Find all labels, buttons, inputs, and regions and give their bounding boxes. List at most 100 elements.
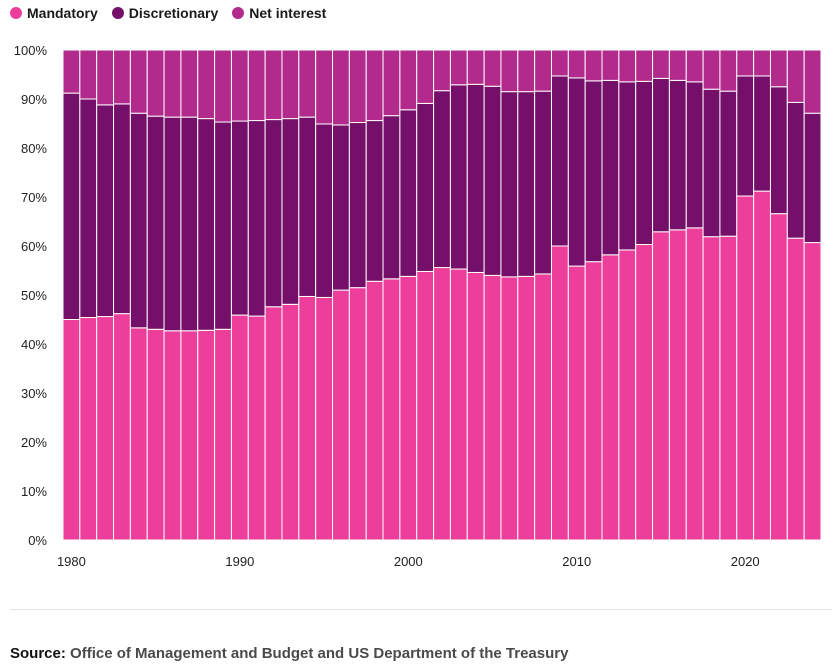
bar-discretionary-2009[interactable] <box>550 75 569 247</box>
bar-net-interest-2002[interactable] <box>433 49 451 92</box>
bar-net-interest-2022[interactable] <box>769 49 788 88</box>
bar-net-interest-1982[interactable] <box>96 49 115 106</box>
bar-mandatory-2018[interactable] <box>702 236 721 541</box>
bar-mandatory-2019[interactable] <box>719 235 738 541</box>
bar-mandatory-2014[interactable] <box>635 244 654 541</box>
bar-net-interest-1998[interactable] <box>365 49 384 122</box>
legend-item-mandatory[interactable]: Mandatory <box>10 5 98 21</box>
bar-net-interest-2004[interactable] <box>466 49 485 85</box>
bar-net-interest-1999[interactable] <box>382 49 401 117</box>
bar-net-interest-1996[interactable] <box>332 49 350 126</box>
bar-net-interest-2001[interactable] <box>416 49 435 104</box>
bar-discretionary-2012[interactable] <box>601 79 620 256</box>
bar-net-interest-2015[interactable] <box>652 49 670 79</box>
bar-net-interest-1985[interactable] <box>146 49 165 117</box>
bar-net-interest-2016[interactable] <box>668 49 687 81</box>
bar-mandatory-1995[interactable] <box>315 296 334 541</box>
bar-discretionary-1981[interactable] <box>79 98 98 319</box>
bar-net-interest-1981[interactable] <box>79 49 98 100</box>
bar-discretionary-2001[interactable] <box>416 102 435 272</box>
bar-discretionary-1983[interactable] <box>113 103 131 315</box>
bar-discretionary-2002[interactable] <box>433 90 451 269</box>
bar-net-interest-1987[interactable] <box>180 49 199 118</box>
bar-mandatory-1999[interactable] <box>382 278 401 541</box>
bar-mandatory-1981[interactable] <box>79 317 98 541</box>
bar-mandatory-1998[interactable] <box>365 280 384 541</box>
bar-discretionary-2004[interactable] <box>466 83 485 273</box>
bar-discretionary-1986[interactable] <box>163 116 182 332</box>
bar-discretionary-1991[interactable] <box>247 120 266 317</box>
bar-mandatory-1988[interactable] <box>197 329 216 541</box>
bar-net-interest-2000[interactable] <box>399 49 418 111</box>
bar-mandatory-2023[interactable] <box>786 237 805 541</box>
bar-mandatory-1993[interactable] <box>281 303 300 541</box>
bar-net-interest-2008[interactable] <box>534 49 552 92</box>
legend-item-discretionary[interactable]: Discretionary <box>111 5 218 21</box>
bar-discretionary-2013[interactable] <box>618 81 637 251</box>
bar-discretionary-1995[interactable] <box>315 123 334 298</box>
bar-discretionary-2021[interactable] <box>753 75 771 192</box>
bar-mandatory-2010[interactable] <box>567 265 586 541</box>
bar-net-interest-2021[interactable] <box>753 49 771 77</box>
bar-discretionary-1990[interactable] <box>230 120 249 316</box>
bar-mandatory-2016[interactable] <box>668 229 687 541</box>
bar-discretionary-1985[interactable] <box>146 115 165 330</box>
bar-net-interest-2020[interactable] <box>736 49 755 77</box>
bar-discretionary-2011[interactable] <box>584 80 603 263</box>
bar-mandatory-2024[interactable] <box>803 242 822 541</box>
bar-mandatory-1992[interactable] <box>264 306 283 541</box>
bar-net-interest-2005[interactable] <box>483 49 502 87</box>
bar-mandatory-1983[interactable] <box>113 313 131 541</box>
bar-mandatory-2000[interactable] <box>399 275 418 541</box>
bar-net-interest-1990[interactable] <box>230 49 249 122</box>
bar-mandatory-1987[interactable] <box>180 330 199 541</box>
bar-mandatory-2009[interactable] <box>550 245 569 541</box>
bar-discretionary-1984[interactable] <box>129 112 148 329</box>
bar-mandatory-2001[interactable] <box>416 270 435 541</box>
bar-net-interest-2017[interactable] <box>685 49 704 83</box>
bar-net-interest-1994[interactable] <box>298 49 317 118</box>
bar-mandatory-1990[interactable] <box>230 314 249 541</box>
bar-net-interest-2003[interactable] <box>449 49 468 86</box>
bar-net-interest-1992[interactable] <box>264 49 283 121</box>
bar-mandatory-1994[interactable] <box>298 295 317 541</box>
bar-discretionary-1992[interactable] <box>264 119 283 308</box>
bar-net-interest-2024[interactable] <box>803 49 822 114</box>
bar-discretionary-2020[interactable] <box>736 75 755 197</box>
bar-discretionary-2022[interactable] <box>769 86 788 215</box>
bar-mandatory-2022[interactable] <box>769 213 788 541</box>
legend-item-net-interest[interactable]: Net interest <box>232 5 326 21</box>
bar-net-interest-2010[interactable] <box>567 49 586 79</box>
bar-mandatory-2002[interactable] <box>433 267 451 541</box>
bar-mandatory-1997[interactable] <box>348 287 367 541</box>
bar-discretionary-2024[interactable] <box>803 112 822 244</box>
bar-discretionary-2014[interactable] <box>635 80 654 246</box>
bar-discretionary-1999[interactable] <box>382 115 401 280</box>
bar-mandatory-2020[interactable] <box>736 195 755 541</box>
bar-mandatory-1982[interactable] <box>96 316 115 541</box>
bar-discretionary-1989[interactable] <box>214 121 232 330</box>
bar-discretionary-2000[interactable] <box>399 109 418 277</box>
bar-discretionary-1982[interactable] <box>96 104 115 318</box>
bar-discretionary-1988[interactable] <box>197 118 216 331</box>
bar-discretionary-1996[interactable] <box>332 124 350 291</box>
bar-mandatory-2021[interactable] <box>753 190 771 541</box>
bar-mandatory-2013[interactable] <box>618 249 637 541</box>
bar-mandatory-1991[interactable] <box>247 315 266 541</box>
bar-net-interest-2006[interactable] <box>500 49 519 93</box>
bar-net-interest-2023[interactable] <box>786 49 805 103</box>
bar-net-interest-2019[interactable] <box>719 49 738 92</box>
bar-discretionary-2017[interactable] <box>685 81 704 229</box>
bar-net-interest-2011[interactable] <box>584 49 603 82</box>
bar-net-interest-2014[interactable] <box>635 49 654 82</box>
bar-net-interest-1984[interactable] <box>129 49 148 114</box>
bar-discretionary-2019[interactable] <box>719 90 738 237</box>
bar-mandatory-2007[interactable] <box>517 275 536 541</box>
bar-discretionary-1997[interactable] <box>348 122 367 289</box>
bar-net-interest-2009[interactable] <box>550 49 569 77</box>
bar-discretionary-2003[interactable] <box>449 84 468 270</box>
bar-mandatory-2005[interactable] <box>483 274 502 541</box>
bar-mandatory-2015[interactable] <box>652 231 670 541</box>
bar-net-interest-1988[interactable] <box>197 49 216 120</box>
bar-net-interest-1989[interactable] <box>214 49 232 123</box>
